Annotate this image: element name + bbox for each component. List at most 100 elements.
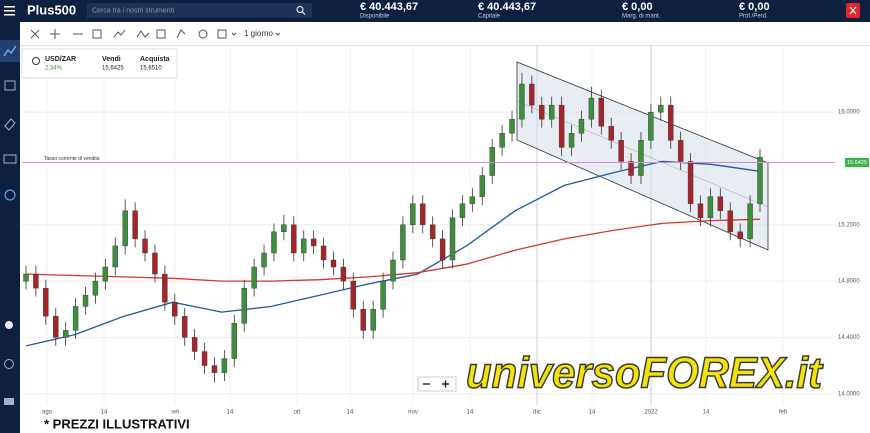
candle-body: [509, 119, 515, 134]
candle-body: [489, 147, 495, 176]
candle-body: [400, 224, 406, 261]
candle-body: [668, 104, 674, 141]
info-icon[interactable]: [32, 57, 40, 65]
sidebar-funds-icon[interactable]: [4, 189, 16, 201]
x-tick-label: 14: [347, 410, 354, 416]
x-tick-label: feb: [779, 410, 788, 416]
sell-price[interactable]: 15,6425: [102, 66, 124, 72]
sidebar-orders-icon[interactable]: [4, 118, 16, 131]
buy-label[interactable]: Acquista: [140, 56, 170, 63]
x-tick-label: dic: [533, 410, 541, 416]
candle-body: [380, 280, 386, 310]
logo[interactable]: Plus500: [27, 2, 76, 17]
candle-body: [271, 231, 277, 254]
close-icon: [849, 6, 857, 15]
candle-body: [687, 161, 694, 204]
candle-body: [568, 133, 575, 148]
x-tick-label: set: [171, 410, 179, 416]
candle-body: [211, 365, 218, 373]
candle-body: [549, 104, 555, 120]
menu-icon[interactable]: [4, 6, 15, 16]
candle-body: [429, 224, 436, 240]
sidebar-chart-icon[interactable]: [3, 45, 17, 57]
candle-body: [231, 323, 237, 359]
candle-body: [330, 259, 337, 268]
candle-body: [697, 203, 704, 218]
candle-body: [519, 83, 525, 120]
candle-body: [707, 196, 714, 218]
interval-select[interactable]: 1 giorno: [244, 29, 273, 38]
candle-body: [370, 309, 376, 331]
search-placeholder[interactable]: Cerca tra i nostri strumenti: [92, 7, 175, 14]
candle-body: [62, 330, 69, 338]
zoom-in[interactable]: [442, 380, 449, 388]
indicator-icon[interactable]: [198, 29, 208, 39]
toolbar: [20, 22, 870, 46]
candle-body: [301, 238, 307, 254]
sidebar-theme-icon[interactable]: [5, 321, 13, 329]
candle-body: [53, 316, 59, 338]
account-label: Disponibile: [360, 14, 390, 20]
x-tick-label: 14: [467, 410, 474, 416]
sidebar-positions-icon[interactable]: [4, 80, 16, 91]
candle-body: [82, 294, 89, 307]
x-tick-label: 2022: [644, 410, 658, 416]
sidebar-chat-icon[interactable]: [4, 398, 14, 405]
sidebar-portfolio-icon[interactable]: [3, 154, 17, 164]
x-tick-label: 14: [703, 410, 710, 416]
candle-body: [142, 238, 148, 254]
candle-body: [182, 316, 188, 338]
candle-body: [152, 252, 158, 275]
candle-body: [221, 358, 228, 373]
candle-body: [132, 210, 138, 240]
instrument-change: 2,34%: [45, 66, 63, 72]
search-box[interactable]: [87, 3, 312, 18]
watermark: universoFOREX.it: [466, 349, 824, 398]
x-tick-label: 14: [227, 410, 234, 416]
candle-body: [529, 83, 535, 106]
y-tick-label: 15.2000: [838, 222, 860, 228]
overlays: Tasso corrente di vendita 15.6425: [22, 156, 869, 167]
candle-body: [251, 266, 257, 289]
candle-body: [539, 104, 545, 120]
sidebar-settings-icon[interactable]: [4, 359, 14, 369]
candle-body: [112, 245, 118, 268]
candle-body: [618, 140, 624, 162]
candle-body: [43, 287, 49, 317]
sell-label[interactable]: Vendi: [102, 56, 121, 63]
candles: [23, 72, 763, 383]
candle-body: [360, 309, 366, 331]
buy-price[interactable]: 15,6510: [140, 66, 162, 72]
sidebar-active: [0, 40, 20, 62]
candle-body: [191, 337, 198, 352]
candle-body: [747, 203, 753, 240]
search-icon[interactable]: [296, 6, 306, 15]
candle-body: [410, 203, 416, 225]
instrument-panel: [21, 48, 178, 79]
account-label: Marg. di mant.: [622, 14, 661, 20]
candle-body: [261, 252, 267, 268]
candle-body: [459, 203, 466, 218]
candle-body: [658, 104, 664, 113]
current-price-value: 15.6425: [847, 160, 867, 166]
instrument-symbol: USD/ZAR: [45, 56, 76, 63]
account-value: € 0,00: [739, 1, 770, 13]
account-label: Prof./Perd.: [739, 14, 768, 20]
candle-body: [310, 238, 317, 247]
candle-body: [23, 273, 29, 282]
x-tick-label: ago: [42, 410, 53, 416]
toolbar-icons[interactable]: [30, 29, 281, 39]
candle-body: [717, 196, 724, 211]
candle-body: [72, 306, 79, 331]
current-price-label: Tasso corrente di vendita: [44, 156, 100, 162]
candle-body: [588, 97, 595, 120]
candle-body: [598, 97, 604, 127]
candle-body: [162, 273, 168, 303]
candle-body: [291, 224, 297, 254]
candle-body: [201, 351, 208, 366]
account-value: € 0,00: [622, 1, 653, 13]
candle-body: [578, 119, 585, 134]
candle-body: [638, 140, 644, 176]
